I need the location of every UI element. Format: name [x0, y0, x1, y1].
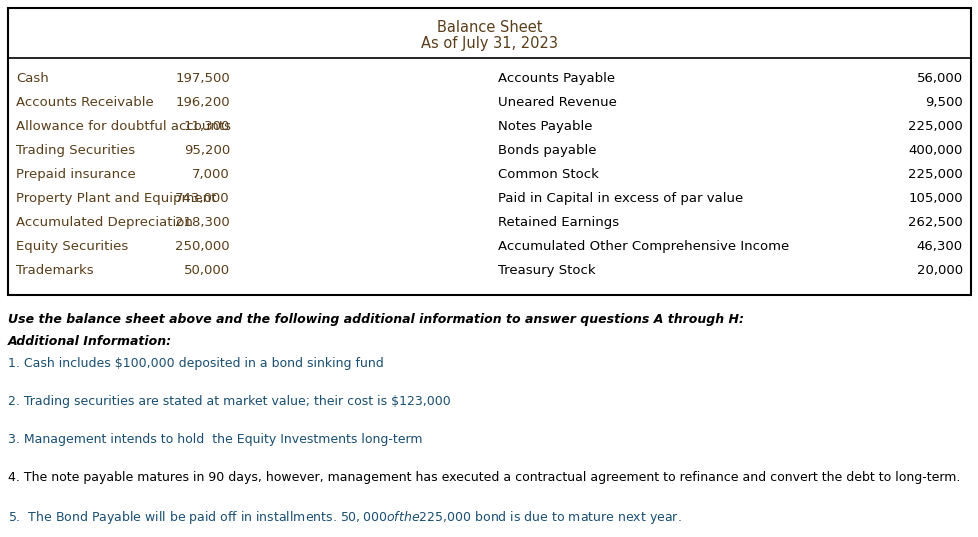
Text: Trading Securities: Trading Securities — [16, 144, 135, 157]
Text: 20,000: 20,000 — [916, 264, 962, 278]
Text: 743,000: 743,000 — [175, 192, 230, 205]
Text: 9,500: 9,500 — [924, 96, 962, 108]
Text: Accounts Receivable: Accounts Receivable — [16, 96, 154, 108]
Text: 196,200: 196,200 — [175, 96, 230, 108]
Text: Trademarks: Trademarks — [16, 264, 94, 278]
Text: 105,000: 105,000 — [908, 192, 962, 205]
Text: 7,000: 7,000 — [192, 168, 230, 181]
Text: Equity Securities: Equity Securities — [16, 241, 128, 253]
Text: Accumulated Other Comprehensive Income: Accumulated Other Comprehensive Income — [498, 241, 788, 253]
Text: 225,000: 225,000 — [908, 168, 962, 181]
Text: Retained Earnings: Retained Earnings — [498, 216, 618, 229]
Text: As of July 31, 2023: As of July 31, 2023 — [421, 36, 557, 51]
Text: Property Plant and Equipment: Property Plant and Equipment — [16, 192, 216, 205]
Text: Common Stock: Common Stock — [498, 168, 599, 181]
Text: Uneared Revenue: Uneared Revenue — [498, 96, 616, 108]
Text: 197,500: 197,500 — [175, 71, 230, 84]
Text: 50,000: 50,000 — [184, 264, 230, 278]
Text: Balance Sheet: Balance Sheet — [436, 20, 542, 35]
Text: 46,300: 46,300 — [916, 241, 962, 253]
Text: 11,300: 11,300 — [184, 120, 230, 133]
Text: 56,000: 56,000 — [916, 71, 962, 84]
Text: Additional Information:: Additional Information: — [8, 335, 172, 348]
Text: 250,000: 250,000 — [175, 241, 230, 253]
Text: Allowance for doubtful accounts: Allowance for doubtful accounts — [16, 120, 231, 133]
Bar — [8, 8, 970, 295]
Text: Accumulated Depreciation: Accumulated Depreciation — [16, 216, 193, 229]
Text: Cash: Cash — [16, 71, 49, 84]
Text: 4. The note payable matures in 90 days, however, management has executed a contr: 4. The note payable matures in 90 days, … — [8, 471, 959, 484]
Text: 1. Cash includes $100,000 deposited in a bond sinking fund: 1. Cash includes $100,000 deposited in a… — [8, 357, 383, 370]
Text: Notes Payable: Notes Payable — [498, 120, 592, 133]
Text: Accounts Payable: Accounts Payable — [498, 71, 614, 84]
Text: 5.  The Bond Payable will be paid off in installments. $50,000 of the $225,000 b: 5. The Bond Payable will be paid off in … — [8, 509, 681, 526]
Text: 2. Trading securities are stated at market value; their cost is $123,000: 2. Trading securities are stated at mark… — [8, 395, 450, 408]
Text: 262,500: 262,500 — [908, 216, 962, 229]
Text: Prepaid insurance: Prepaid insurance — [16, 168, 136, 181]
Text: 3. Management intends to hold  the Equity Investments long-term: 3. Management intends to hold the Equity… — [8, 433, 422, 446]
Text: Paid in Capital in excess of par value: Paid in Capital in excess of par value — [498, 192, 742, 205]
Text: Treasury Stock: Treasury Stock — [498, 264, 595, 278]
Text: Bonds payable: Bonds payable — [498, 144, 596, 157]
Text: 95,200: 95,200 — [184, 144, 230, 157]
Text: 225,000: 225,000 — [908, 120, 962, 133]
Text: Use the balance sheet above and the following additional information to answer q: Use the balance sheet above and the foll… — [8, 313, 743, 326]
Text: 218,300: 218,300 — [175, 216, 230, 229]
Text: 400,000: 400,000 — [908, 144, 962, 157]
